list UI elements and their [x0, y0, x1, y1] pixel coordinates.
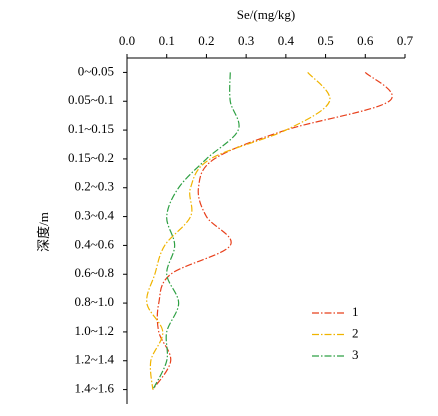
- legend-label: 3: [352, 347, 359, 362]
- y-tick-label: 0.15~0.2: [68, 150, 114, 165]
- y-tick-label: 1.2~1.4: [74, 352, 114, 367]
- y-tick-label: 0.6~0.8: [74, 265, 114, 280]
- y-tick-label: 1.0~1.2: [74, 323, 114, 338]
- legend-label: 1: [352, 304, 359, 319]
- y-tick-label: 0.1~0.15: [68, 121, 114, 136]
- x-tick-label: 0.2: [198, 33, 214, 48]
- y-tick-label: 0.4~0.6: [74, 236, 114, 251]
- legend-label: 2: [352, 325, 359, 340]
- x-tick-label: 0.1: [159, 33, 175, 48]
- y-tick-label: 0.3~0.4: [74, 208, 114, 223]
- y-tick-label: 0.2~0.3: [74, 179, 114, 194]
- line: [152, 72, 240, 390]
- y-tick-label: 0.05~0.1: [68, 92, 114, 107]
- x-tick-label: 0.0: [119, 33, 135, 48]
- y-tick-label: 1.4~1.6: [74, 381, 114, 396]
- line: [146, 72, 331, 390]
- x-tick-label: 0.4: [278, 33, 295, 48]
- x-tick-label: 0.5: [317, 33, 333, 48]
- y-tick-label: 0.8~1.0: [74, 294, 114, 309]
- y-tick-label: 0~0.05: [78, 63, 114, 78]
- x-tick-label: 0.3: [238, 33, 254, 48]
- x-axis-title: Se/(mg/kg): [237, 7, 296, 22]
- y-axis-title: 深度/m: [36, 212, 51, 252]
- x-tick-label: 0.7: [397, 33, 414, 48]
- line: [152, 71, 393, 390]
- x-tick-label: 0.6: [357, 33, 374, 48]
